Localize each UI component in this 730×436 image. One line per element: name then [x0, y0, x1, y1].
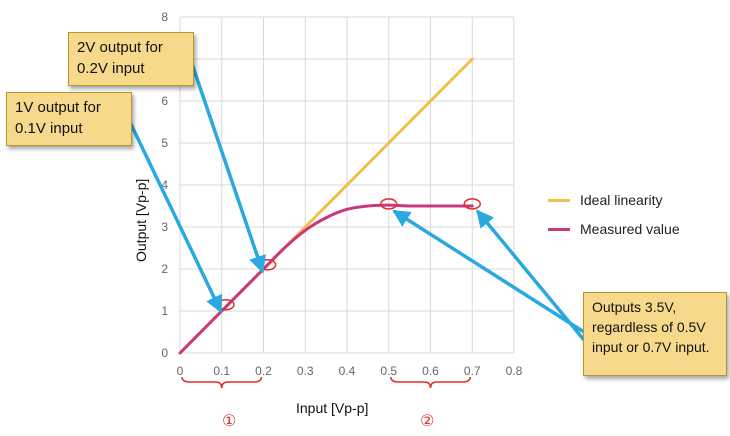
callout-arrow: [188, 57, 266, 274]
highlight-circle: [380, 198, 398, 210]
legend-item-ideal: Ideal linearity: [548, 192, 663, 208]
y-tick-label: 1: [161, 304, 168, 318]
callout-arrow: [475, 209, 586, 342]
y-tick-label: 0: [161, 346, 168, 360]
callout-saturation: Outputs 3.5V, regardless of 0.5V input o…: [583, 292, 727, 376]
y-tick-label: 6: [161, 94, 168, 108]
y-tick-label: 3: [161, 220, 168, 234]
x-axis-title: Input [Vp-p]: [296, 400, 369, 416]
y-tick-label: 8: [161, 10, 168, 24]
callout-arrow: [126, 117, 223, 314]
callout-arrow: [392, 209, 585, 334]
range-bracket-1: [181, 376, 263, 389]
x-tick-label: 0.1: [213, 364, 230, 378]
callout-2v-output: 2V output for 0.2V input: [68, 32, 194, 86]
x-tick-label: 0.6: [422, 364, 439, 378]
range-marker-2: ②: [420, 413, 435, 430]
x-tick-label: 0.5: [380, 364, 397, 378]
y-tick-label: 4: [161, 178, 168, 192]
legend-label-measured: Measured value: [580, 221, 680, 237]
x-tick-label: 0.8: [506, 364, 523, 378]
y-tick-label: 2: [161, 262, 168, 276]
range-marker-1: ①: [222, 413, 237, 430]
legend-swatch-ideal: [548, 198, 570, 202]
x-tick-label: 0: [177, 364, 184, 378]
highlight-circle: [463, 198, 481, 210]
legend-item-measured: Measured value: [548, 221, 680, 237]
x-tick-label: 0.3: [297, 364, 314, 378]
callout-1v-output: 1V output for 0.1V input: [6, 92, 132, 146]
x-tick-label: 0.2: [255, 364, 272, 378]
x-tick-label: 0.7: [464, 364, 481, 378]
legend-swatch-measured: [548, 227, 570, 231]
y-tick-label: 5: [161, 136, 168, 150]
x-tick-label: 0.4: [339, 364, 356, 378]
range-bracket-2: [389, 376, 472, 389]
y-axis-title: Output [Vp-p]: [133, 178, 149, 262]
legend-label-ideal: Ideal linearity: [580, 192, 663, 208]
